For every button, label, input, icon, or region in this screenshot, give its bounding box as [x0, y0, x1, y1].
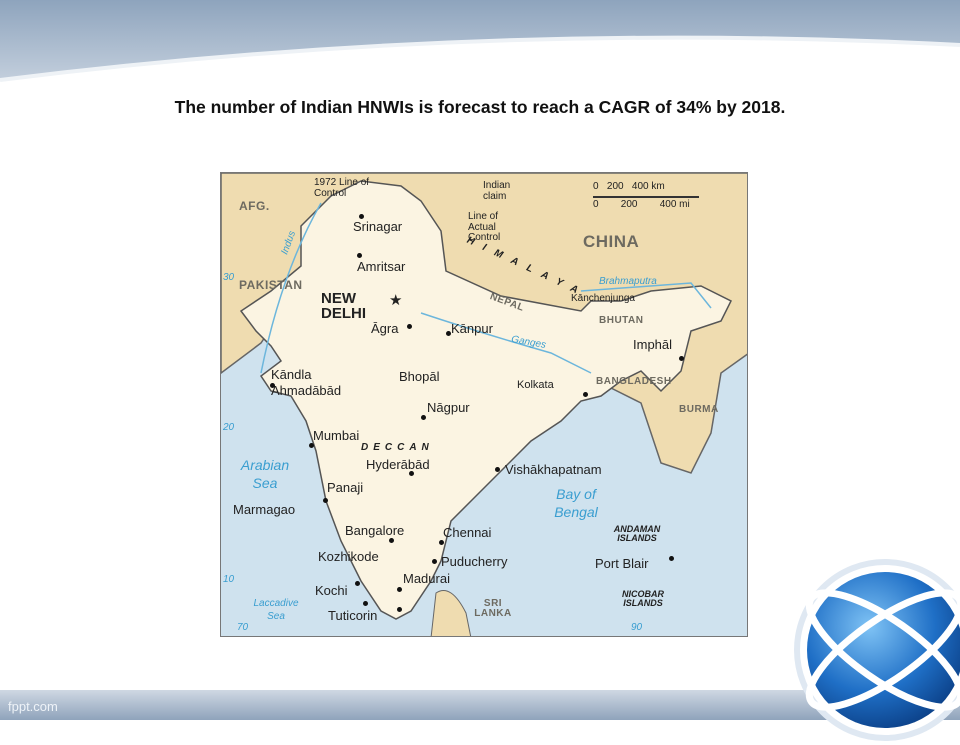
footer-band — [0, 690, 960, 720]
city-amritsar: Amritsar — [357, 259, 406, 274]
city-agra: Āgra — [371, 321, 399, 336]
city-dot — [355, 581, 360, 586]
label-indian-claim: Indian claim — [483, 180, 511, 202]
capital-star-icon: ★ — [389, 292, 403, 309]
label-nicobar: NICOBAR ISLANDS — [622, 589, 664, 608]
city-panaji: Panaji — [327, 480, 364, 495]
globe-icon — [794, 559, 960, 741]
city-vishakhapatnam: Vishākhapatnam — [505, 462, 602, 477]
label-delhi: DELHI — [321, 305, 366, 322]
grid-label-10: 10 — [223, 574, 235, 585]
label-china: CHINA — [583, 232, 640, 251]
label-kanchenjunga: Kānchenjunga — [571, 293, 635, 304]
label-line-of-control: 1972 Line of Control — [314, 177, 370, 199]
sri-lanka-land — [430, 590, 472, 636]
city-kozhikode: Kozhikode — [318, 549, 379, 564]
city-port-blair: Port Blair — [595, 556, 649, 571]
city-bhopal: Bhopāl — [399, 369, 440, 384]
scale-km: 0 200 400 km — [593, 181, 665, 192]
city-dot — [583, 392, 588, 397]
label-andaman: ANDAMAN ISLANDS — [613, 524, 661, 543]
city-nagpur: Nāgpur — [427, 400, 470, 415]
city-dot — [270, 383, 275, 388]
ganges-river — [420, 312, 592, 374]
scale-mi: 0 200 400 mi — [593, 199, 690, 210]
label-sri-lanka: SRI LANKA — [474, 598, 512, 619]
india-map: AFG. PAKISTAN CHINA NEPAL BHUTAN BANGLAD… — [220, 172, 748, 637]
city-bangalore: Bangalore — [345, 523, 405, 538]
city-dot — [397, 587, 402, 592]
city-dot — [432, 559, 437, 564]
city-marmagao: Marmagao — [233, 502, 296, 517]
label-burma: BURMA — [679, 404, 719, 415]
city-dot — [309, 443, 314, 448]
city-dot — [357, 253, 362, 258]
brahmaputra-river — [580, 282, 712, 309]
city-dot — [407, 324, 412, 329]
slide-title: The number of Indian HNWIs is forecast t… — [174, 97, 786, 117]
city-dot — [359, 214, 364, 219]
indus-river — [260, 202, 322, 374]
label-line-of-actual-control: Line of Actual Control — [468, 211, 501, 243]
top-banner — [0, 0, 960, 110]
label-bangladesh: BANGLADESH — [596, 376, 672, 387]
city-dot — [409, 471, 414, 476]
city-chennai: Chennai — [443, 525, 492, 540]
city-dot — [439, 540, 444, 545]
grid-label-90: 90 — [631, 622, 643, 633]
city-madurai: Madurai — [403, 571, 450, 586]
city-dot — [669, 556, 674, 561]
footer-text: fppt.com — [8, 699, 58, 714]
grid-label-20: 20 — [223, 422, 235, 433]
label-afg: AFG. — [239, 199, 270, 213]
label-new: NEW — [321, 290, 356, 307]
city-dot — [323, 498, 328, 503]
city-dot — [363, 601, 368, 606]
city-dot — [397, 607, 402, 612]
label-bay-of-bengal: Bay of Bengal — [554, 486, 598, 521]
grid-label-70: 70 — [237, 622, 249, 633]
city-dot — [421, 415, 426, 420]
city-dot — [495, 467, 500, 472]
city-kochi: Kochi — [315, 583, 348, 598]
city-dot — [389, 538, 394, 543]
city-srinagar: Srinagar — [353, 219, 403, 234]
label-pakistan: PAKISTAN — [239, 278, 303, 292]
label-arabian-sea: Arabian Sea — [240, 457, 290, 492]
grid-label-30: 30 — [223, 272, 235, 283]
city-puducherry: Puducherry — [441, 554, 508, 569]
india-land — [239, 180, 733, 620]
label-bhutan: BHUTAN — [599, 315, 644, 326]
city-kanpur: Kānpur — [451, 321, 493, 336]
label-brahmaputra: Brahmaputra — [599, 276, 657, 287]
city-hyderabad: Hyderābād — [366, 457, 430, 472]
city-imphal: Imphāl — [633, 337, 673, 352]
map-shapes — [221, 173, 747, 636]
city-tuticorin: Tuticorin — [328, 608, 378, 623]
city-ahmadabad: Ahmadābād — [271, 383, 342, 398]
label-deccan: DECCAN — [361, 442, 434, 453]
city-dot — [679, 356, 684, 361]
city-kolkata: Kolkata — [517, 379, 554, 391]
city-mumbai: Mumbai — [313, 428, 360, 443]
city-dot — [446, 331, 451, 336]
city-kandla: Kāndla — [271, 367, 312, 382]
label-laccadive-sea: Laccadive Sea — [253, 598, 299, 622]
